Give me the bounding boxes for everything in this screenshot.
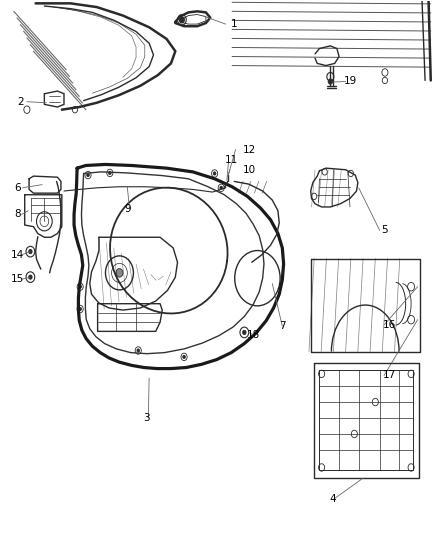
Text: 19: 19 bbox=[343, 77, 357, 86]
Text: 9: 9 bbox=[124, 204, 131, 214]
Circle shape bbox=[328, 79, 332, 84]
Circle shape bbox=[109, 171, 111, 174]
Circle shape bbox=[79, 285, 81, 288]
Circle shape bbox=[87, 173, 89, 176]
Text: 3: 3 bbox=[144, 413, 150, 423]
Text: 7: 7 bbox=[279, 321, 286, 331]
Text: 2: 2 bbox=[17, 96, 24, 107]
Text: 12: 12 bbox=[243, 144, 256, 155]
Text: 5: 5 bbox=[381, 225, 388, 236]
Text: 11: 11 bbox=[225, 155, 238, 165]
Text: 8: 8 bbox=[14, 209, 21, 220]
Text: 14: 14 bbox=[11, 250, 24, 260]
Circle shape bbox=[79, 308, 81, 311]
Text: 1: 1 bbox=[231, 19, 237, 29]
Circle shape bbox=[179, 17, 184, 23]
Text: 17: 17 bbox=[383, 370, 396, 381]
Text: 16: 16 bbox=[383, 320, 396, 330]
Text: 18: 18 bbox=[247, 329, 261, 340]
Circle shape bbox=[28, 249, 32, 254]
Circle shape bbox=[220, 186, 223, 189]
Text: 15: 15 bbox=[11, 274, 24, 284]
Text: 6: 6 bbox=[14, 183, 21, 193]
Text: 4: 4 bbox=[329, 494, 336, 504]
Circle shape bbox=[28, 275, 32, 279]
Circle shape bbox=[213, 172, 216, 175]
Circle shape bbox=[116, 269, 123, 277]
Circle shape bbox=[183, 356, 185, 359]
Circle shape bbox=[137, 349, 140, 352]
Circle shape bbox=[243, 330, 246, 335]
Text: 10: 10 bbox=[243, 165, 256, 175]
